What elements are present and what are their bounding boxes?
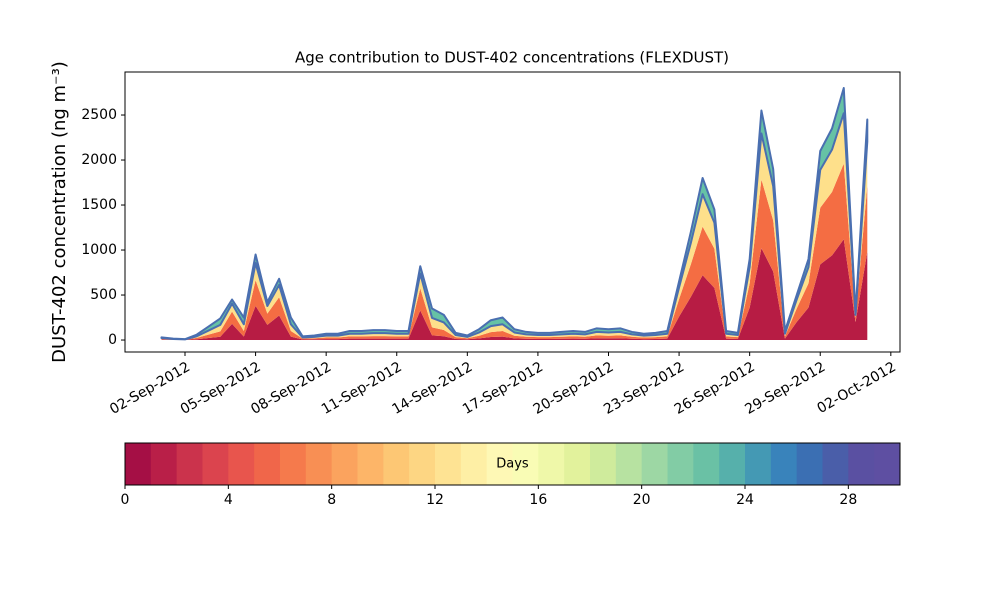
colorbar-bin [357, 443, 384, 485]
colorbar-bin [280, 443, 307, 485]
colorbar-bin [590, 443, 617, 485]
colorbar-bin [125, 443, 152, 485]
y-tick-label: 1000 [81, 242, 117, 258]
colorbar-bin [822, 443, 849, 485]
colorbar-tick-label: 28 [839, 492, 857, 508]
colorbar-tick-label: 16 [529, 492, 547, 508]
x-tick-label: 29-Sep-2012 [742, 359, 828, 418]
colorbar-bin [305, 443, 333, 485]
colorbar-bin [228, 443, 255, 485]
y-tick-label: 2500 [81, 107, 117, 123]
colorbar-tick-label: 12 [426, 492, 444, 508]
colorbar-bin [796, 443, 823, 485]
colorbar-bin [874, 443, 901, 485]
colorbar-bin [641, 443, 668, 485]
colorbar-bin [202, 443, 229, 485]
colorbar-tick-label: 20 [633, 492, 651, 508]
colorbar-tick-label: 8 [327, 492, 336, 508]
x-tick-label: 02-Oct-2012 [814, 359, 898, 417]
colorbar-label: Days [496, 457, 529, 472]
colorbar-tick-label: 4 [224, 492, 233, 508]
colorbar-frame [124, 442, 901, 486]
colorbar-bin [770, 443, 798, 485]
colorbar-bin [176, 443, 203, 485]
colorbar-bin [615, 443, 643, 485]
y-tick-label: 1500 [81, 197, 117, 213]
y-tick-label: 0 [108, 332, 117, 348]
colorbar-bin [538, 443, 565, 485]
colorbar-bin [564, 443, 591, 485]
colorbar-bin [486, 443, 513, 485]
y-tick-label: 2000 [81, 152, 117, 168]
colorbar-bin [848, 443, 875, 485]
colorbar-bin [150, 443, 178, 485]
colorbar-bin [693, 443, 720, 485]
area [161, 163, 868, 340]
colorbar-bin [719, 443, 746, 485]
colorbar-tick-label: 0 [121, 492, 130, 508]
area [161, 239, 868, 341]
colorbar-bin [460, 443, 488, 485]
colorbar-bin [512, 443, 539, 485]
colorbar-bin [383, 443, 410, 485]
colorbar-bin [331, 443, 358, 485]
colorbar-bin [435, 443, 462, 485]
area [160, 87, 869, 341]
colorbar-bin [745, 443, 772, 485]
y-axis-label: DUST-402 concentration (ng m⁻³) [49, 61, 70, 363]
colorbar-bin [254, 443, 281, 485]
chart-title: Age contribution to DUST-402 concentrati… [295, 49, 729, 67]
plot-frame [124, 71, 901, 353]
colorbar-bin [667, 443, 694, 485]
y-tick-label: 500 [90, 287, 117, 303]
colorbar-tick-label: 24 [736, 492, 754, 508]
colorbar-bin [409, 443, 436, 485]
